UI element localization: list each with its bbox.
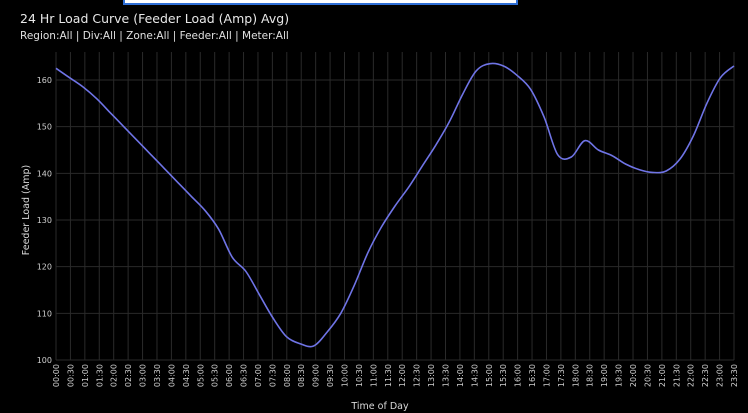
x-tick-label: 19:30	[615, 364, 624, 387]
x-tick-label: 00:30	[66, 364, 75, 387]
y-tick-label: 130	[37, 216, 52, 225]
top-banner	[123, 0, 518, 5]
y-tick-label: 150	[37, 123, 52, 132]
x-tick-label: 21:00	[658, 364, 667, 387]
x-tick-label: 11:30	[384, 364, 393, 387]
x-tick-label: 06:00	[225, 364, 234, 387]
x-tick-label: 00:00	[52, 364, 61, 387]
x-tick-label: 08:00	[283, 364, 292, 387]
x-tick-label: 09:00	[312, 364, 321, 387]
y-tick-label: 100	[37, 356, 52, 365]
x-tick-label: 01:00	[81, 364, 90, 387]
x-tick-label: 09:30	[326, 364, 335, 387]
x-tick-label: 20:30	[643, 364, 652, 387]
x-tick-label: 18:30	[586, 364, 595, 387]
x-tick-label: 12:00	[398, 364, 407, 387]
x-tick-labels: 00:00 00:30 01:00 01:30 02:00 02:30 03:00 03:30…	[52, 364, 739, 387]
x-tick-label: 16:00	[514, 364, 523, 387]
x-tick-label: 13:30	[441, 364, 450, 387]
x-tick-label: 06:30	[240, 364, 249, 387]
series-line	[55, 62, 735, 348]
x-tick-label: 14:30	[470, 364, 479, 387]
x-tick-label: 03:30	[153, 364, 162, 387]
y-tick-labels: 100 110 120 130 140 150 160	[37, 76, 52, 365]
x-tick-label: 20:00	[629, 364, 638, 387]
x-tick-label: 04:30	[182, 364, 191, 387]
x-tick-label: 10:30	[355, 364, 364, 387]
y-tick-label: 110	[37, 309, 52, 318]
x-tick-label: 07:00	[254, 364, 263, 387]
x-tick-label: 10:00	[341, 364, 350, 387]
x-tick-label: 18:00	[571, 364, 580, 387]
y-axis-label: Feeder Load (Amp)	[21, 165, 32, 255]
chart-title: 24 Hr Load Curve (Feeder Load (Amp) Avg)	[20, 11, 290, 26]
x-tick-label: 19:00	[600, 364, 609, 387]
x-axis-label: Time of Day	[350, 401, 409, 412]
x-tick-label: 11:00	[369, 364, 378, 387]
x-tick-label: 02:30	[124, 364, 133, 387]
x-tick-label: 08:30	[297, 364, 306, 387]
x-tick-label: 14:00	[456, 364, 465, 387]
x-tick-label: 03:00	[139, 364, 148, 387]
x-tick-label: 17:30	[557, 364, 566, 387]
x-tick-label: 01:30	[95, 364, 104, 387]
x-tick-label: 22:00	[687, 364, 696, 387]
x-tick-label: 05:30	[211, 364, 220, 387]
x-gridlines	[55, 52, 735, 360]
x-tick-label: 23:00	[716, 364, 725, 387]
x-tick-label: 12:30	[413, 364, 422, 387]
y-tick-label: 160	[37, 76, 52, 85]
y-gridlines	[56, 79, 734, 361]
x-tick-label: 04:00	[167, 364, 176, 387]
y-tick-label: 120	[37, 263, 52, 272]
filter-summary: Region:All | Div:All | Zone:All | Feeder…	[20, 30, 289, 42]
x-tick-label: 21:30	[672, 364, 681, 387]
x-tick-label: 05:00	[196, 364, 205, 387]
x-tick-label: 07:30	[268, 364, 277, 387]
x-tick-label: 15:30	[499, 364, 508, 387]
x-tick-label: 22:30	[701, 364, 710, 387]
x-tick-label: 23:30	[730, 364, 739, 387]
x-tick-label: 02:00	[110, 364, 119, 387]
y-tick-label: 140	[37, 169, 52, 178]
x-tick-label: 17:00	[542, 364, 551, 387]
x-tick-label: 13:00	[427, 364, 436, 387]
x-tick-label: 15:00	[485, 364, 494, 387]
x-tick-label: 16:30	[528, 364, 537, 387]
